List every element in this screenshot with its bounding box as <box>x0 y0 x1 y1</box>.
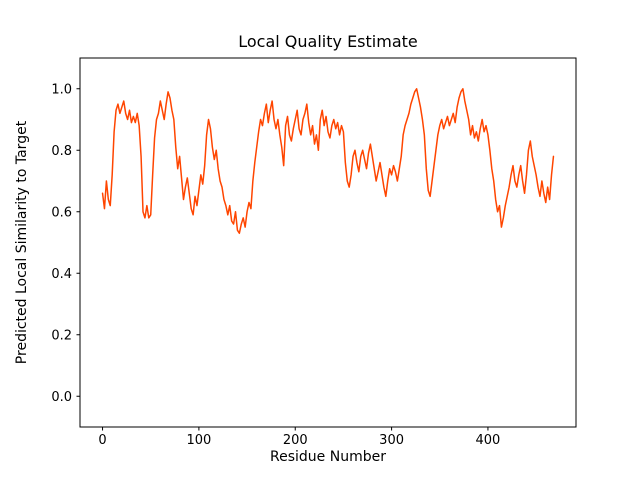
plot-area <box>80 58 576 427</box>
x-tick-label: 200 <box>283 433 308 448</box>
y-tick-label: 0.2 <box>51 328 72 343</box>
axis-ticks: 0 100 200 300 400 0.0 0.2 0.4 0.6 0.8 1.0 <box>51 82 500 448</box>
quality-line <box>101 88 555 235</box>
y-tick-label: 1.0 <box>51 82 72 97</box>
x-tick-label: 100 <box>186 433 211 448</box>
x-axis-label: Residue Number <box>270 449 386 465</box>
axes-spines <box>79 57 577 428</box>
y-tick-label: 0.0 <box>51 390 72 405</box>
y-tick-label: 0.4 <box>51 267 72 282</box>
chart-title: Local Quality Estimate <box>238 32 417 51</box>
x-tick-label: 0 <box>98 433 106 448</box>
x-tick-label: 300 <box>379 433 404 448</box>
y-tick-label: 0.6 <box>51 205 72 220</box>
y-tick-label: 0.8 <box>51 144 72 159</box>
y-axis-label: Predicted Local Similarity to Target <box>14 120 30 364</box>
x-tick-label: 400 <box>476 433 501 448</box>
